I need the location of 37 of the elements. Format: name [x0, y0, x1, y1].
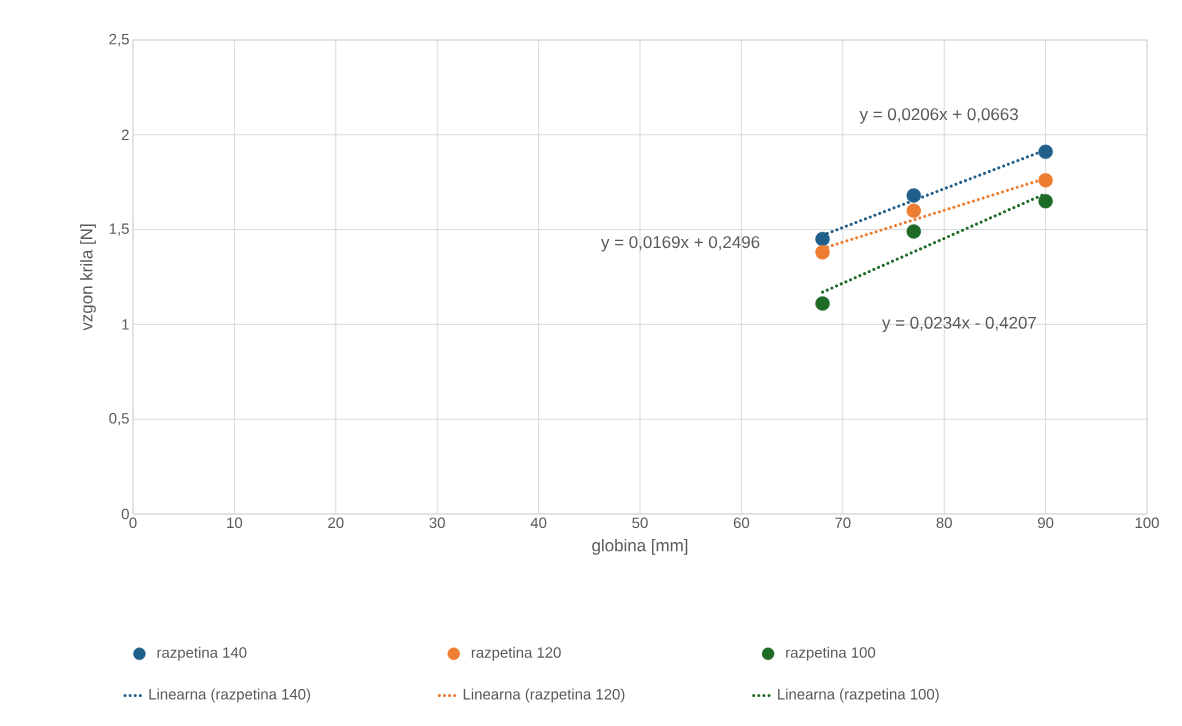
x-tick-label: 90	[1038, 517, 1054, 529]
y-tick-label: 0,5	[109, 413, 129, 426]
point	[906, 188, 921, 203]
x-axis-title: globina [mm]	[592, 538, 688, 555]
x-tick-label: 100	[1135, 517, 1159, 529]
x-tick-label: 80	[936, 517, 952, 529]
x-tick-label: 40	[530, 517, 547, 529]
x-tick-label: 70	[835, 517, 851, 529]
x-tick-label: 60	[733, 517, 750, 529]
x-tick-label: 10	[227, 517, 243, 529]
y-tick-label: 2	[121, 129, 129, 141]
y-tick-label: 1	[122, 319, 129, 330]
x-tick-label: 20	[328, 517, 344, 529]
point	[1038, 173, 1053, 188]
legend-label: Linearna (razpetina 140)	[149, 688, 311, 703]
annotation: y = 0,0169x + 0,2496	[601, 236, 760, 252]
x-tick-label: 50	[632, 517, 648, 529]
y-tick-label: 2,5	[109, 33, 129, 47]
x-tick-label: 0	[129, 517, 137, 529]
legend-label: razpetina 100	[786, 646, 876, 661]
y-axis-title: vzgon krila [N]	[80, 224, 96, 331]
legend-label: razpetina 120	[471, 646, 561, 661]
legend-label: razpetina 140	[157, 646, 247, 661]
point	[815, 245, 830, 260]
point	[906, 203, 921, 218]
annotation: y = 0,0234x - 0,4207	[882, 316, 1036, 333]
point	[815, 231, 830, 247]
point	[815, 296, 830, 311]
legend-label: Linearna (razpetina 120)	[463, 688, 625, 703]
y-tick-label: 0	[121, 508, 129, 520]
x-tick-label: 30	[429, 517, 445, 529]
annotation: y = 0,0206x + 0,0663	[859, 108, 1018, 124]
point	[1038, 144, 1053, 160]
point	[906, 224, 921, 239]
y-tick-label: 1,5	[109, 223, 129, 236]
legend-label: Linearna (razpetina 100)	[778, 688, 939, 703]
point	[1038, 193, 1053, 209]
